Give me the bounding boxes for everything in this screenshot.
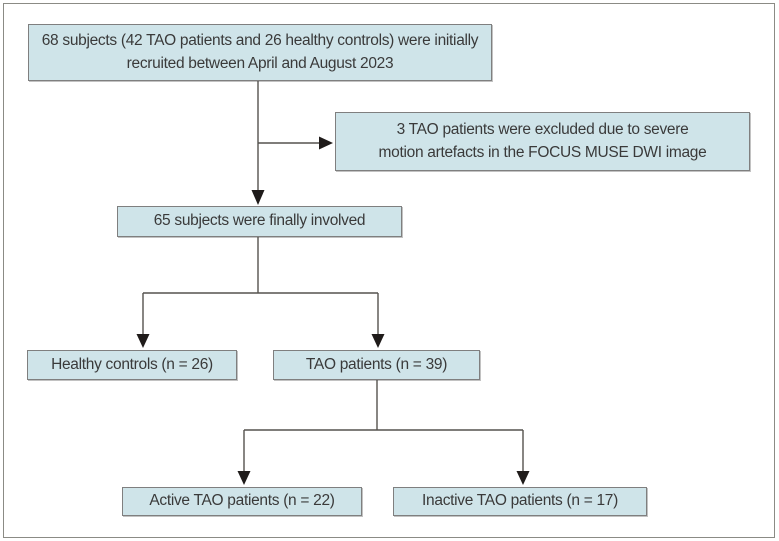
figure-border <box>3 3 775 538</box>
flow-node-healthy-controls-text: Healthy controls (n = 26) <box>51 355 213 373</box>
arrowhead-into-excluded <box>319 136 333 150</box>
arrowhead-into-healthy <box>136 334 150 348</box>
flow-node-excluded-text: 3 TAO patients were excluded due to seve… <box>378 121 707 161</box>
flow-node-inactive-tao-text: Inactive TAO patients (n = 17) <box>422 492 618 510</box>
arrowhead-into-final <box>251 190 265 205</box>
flow-node-final: 65 subjects were finally involved <box>117 206 402 237</box>
flow-node-active-tao: Active TAO patients (n = 22) <box>122 487 362 516</box>
flow-node-healthy-controls: Healthy controls (n = 26) <box>27 350 237 380</box>
flow-node-recruited: 68 subjects (42 TAO patients and 26 heal… <box>28 24 492 81</box>
connector-final-to-groups <box>142 237 379 334</box>
arrowhead-into-active <box>237 471 251 485</box>
flow-node-excluded: 3 TAO patients were excluded due to seve… <box>335 112 750 171</box>
flow-node-tao-patients-text: TAO patients (n = 39) <box>305 355 448 373</box>
flow-node-inactive-tao: Inactive TAO patients (n = 17) <box>393 487 647 516</box>
arrowhead-into-inactive <box>516 471 530 485</box>
flow-node-active-tao-text: Active TAO patients (n = 22) <box>149 492 335 510</box>
arrowhead-into-tao <box>371 334 385 348</box>
flow-node-recruited-text: 68 subjects (42 TAO patients and 26 heal… <box>41 32 479 72</box>
flow-node-final-text: 65 subjects were finally involved <box>153 212 366 230</box>
connector-tao-to-subgroups <box>243 379 524 471</box>
flow-node-tao-patients: TAO patients (n = 39) <box>273 350 480 380</box>
